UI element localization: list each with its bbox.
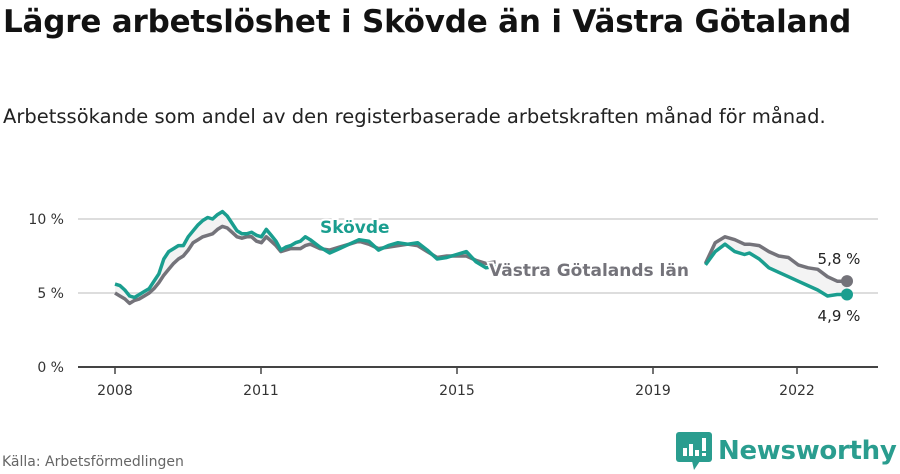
end-dot-vastra-gotaland (841, 275, 853, 288)
brand-name: Newsworthy (718, 436, 897, 466)
x-axis-ticks: 2008 2011 2015 2019 2022 (97, 367, 815, 399)
end-label-skovde: 4,9 % (818, 307, 861, 325)
chart-subtitle: Arbetssökande som andel av den registerb… (3, 105, 826, 128)
series-labels: Skövde Västra Götalands län 5,8 % 4,9 % (318, 216, 861, 325)
line-skovde (114, 209, 496, 300)
newsworthy-logo[interactable]: Newsworthy (676, 430, 897, 472)
line-vastra-gotaland (114, 224, 496, 306)
end-label-vastra-gotaland: 5,8 % (818, 250, 861, 268)
y-axis-labels: 10 % 5 % 0 % (28, 212, 64, 376)
x-tick-2022: 2022 (779, 383, 815, 399)
x-tick-2008: 2008 (97, 383, 133, 399)
label-skovde: Skövde (320, 218, 390, 238)
x-tick-2011: 2011 (243, 383, 279, 399)
source-note: Källa: Arbetsförmedlingen (2, 454, 184, 470)
x-tick-2019: 2019 (635, 383, 671, 399)
y-tick-5: 5 % (37, 286, 64, 302)
newsworthy-chart-bubble-icon (676, 432, 712, 470)
chart-title: Lägre arbetslöshet i Skövde än i Västra … (3, 4, 852, 40)
plot-area (114, 209, 853, 306)
y-tick-10: 10 % (28, 212, 64, 228)
label-vastra-gotaland: Västra Götalands län (489, 261, 689, 281)
y-tick-0: 0 % (37, 360, 64, 376)
x-tick-2015: 2015 (439, 383, 475, 399)
end-dot-skovde (841, 288, 853, 301)
line-skovde (704, 242, 847, 298)
line-vastra-gotaland (703, 235, 847, 283)
